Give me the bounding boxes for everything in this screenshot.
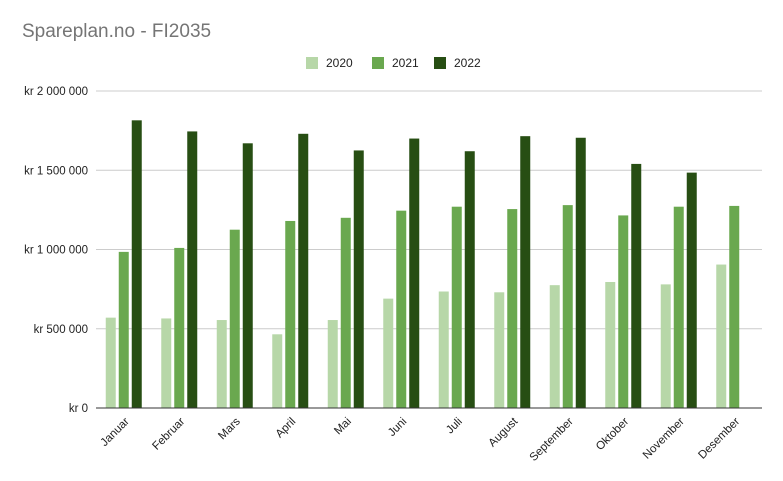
bar-2022-februar [187, 131, 198, 409]
y-tick-label: kr 1 000 000 [24, 245, 88, 257]
x-tick-label: August [487, 415, 521, 449]
bar-2021-august [507, 209, 518, 408]
bar-2021-mars [229, 229, 240, 408]
bar-2021-april [285, 220, 296, 408]
x-tick-label: April [274, 416, 299, 441]
legend-swatch-2020 [306, 57, 318, 69]
bar-2020-september [549, 285, 560, 408]
bar-2022-april [298, 133, 309, 409]
bar-2020-mai [327, 320, 338, 408]
legend-label-2022: 2022 [454, 56, 481, 70]
legend-label-2021: 2021 [392, 56, 419, 70]
bar-2020-desember [716, 264, 727, 408]
bar-2021-oktober [618, 215, 629, 408]
bar-2021-februar [174, 247, 185, 408]
bar-2021-desember [729, 205, 740, 408]
bar-2022-september [575, 137, 586, 408]
x-tick-label: Februar [150, 416, 187, 453]
x-tick-label: Mai [332, 416, 354, 438]
bar-2022-november [686, 172, 697, 408]
bar-2022-august [520, 136, 531, 409]
gridlines [96, 90, 762, 330]
x-tick-label: Juni [386, 416, 409, 439]
bar-2022-juni [409, 138, 420, 409]
y-tick-label: kr 1 500 000 [24, 165, 88, 177]
bar-2020-november [660, 284, 671, 408]
x-tick-label: Oktober [594, 416, 632, 454]
legend-swatch-2022 [434, 57, 446, 69]
bar-2020-januar [105, 317, 116, 408]
bar-2020-juni [383, 298, 394, 408]
legend: 2020 2021 2022 [306, 56, 481, 70]
y-axis: kr 0 kr 500 000 kr 1 000 000 kr 1 500 000 kr… [24, 86, 88, 415]
bar-2020-juli [438, 291, 449, 408]
x-tick-label: November [641, 416, 687, 462]
legend-swatch-2021 [372, 57, 384, 69]
bars [105, 120, 740, 409]
bar-2021-juli [451, 206, 462, 408]
x-tick-label: September [528, 416, 576, 464]
bar-2021-januar [118, 251, 129, 408]
x-tick-label: Desember [696, 416, 742, 462]
bar-2020-mars [216, 320, 227, 408]
bar-2022-mars [242, 143, 253, 408]
x-axis: Januar Februar Mars April Mai Juni Juli August S… [96, 407, 762, 464]
bar-2020-oktober [605, 281, 616, 408]
y-tick-label: kr 0 [69, 403, 88, 415]
x-tick-label: Mars [216, 415, 243, 442]
bar-2020-februar [161, 318, 172, 408]
y-tick-label: kr 2 000 000 [24, 86, 88, 98]
bar-2021-mai [340, 217, 351, 408]
bar-2022-januar [131, 120, 142, 408]
bar-2021-september [562, 205, 573, 408]
bar-2022-oktober [631, 163, 642, 408]
bar-2022-mai [353, 150, 364, 408]
chart-title: Spareplan.no - FI2035 [22, 21, 211, 42]
bar-2021-juni [396, 210, 407, 408]
x-tick-label: Juli [444, 416, 465, 437]
bar-2021-november [673, 206, 684, 408]
x-tick-label: Januar [99, 416, 132, 449]
bar-2022-juli [464, 151, 475, 409]
bar-2020-april [272, 334, 283, 408]
legend-label-2020: 2020 [326, 56, 353, 70]
y-tick-label: kr 500 000 [34, 324, 88, 336]
bar-2020-august [494, 292, 505, 408]
